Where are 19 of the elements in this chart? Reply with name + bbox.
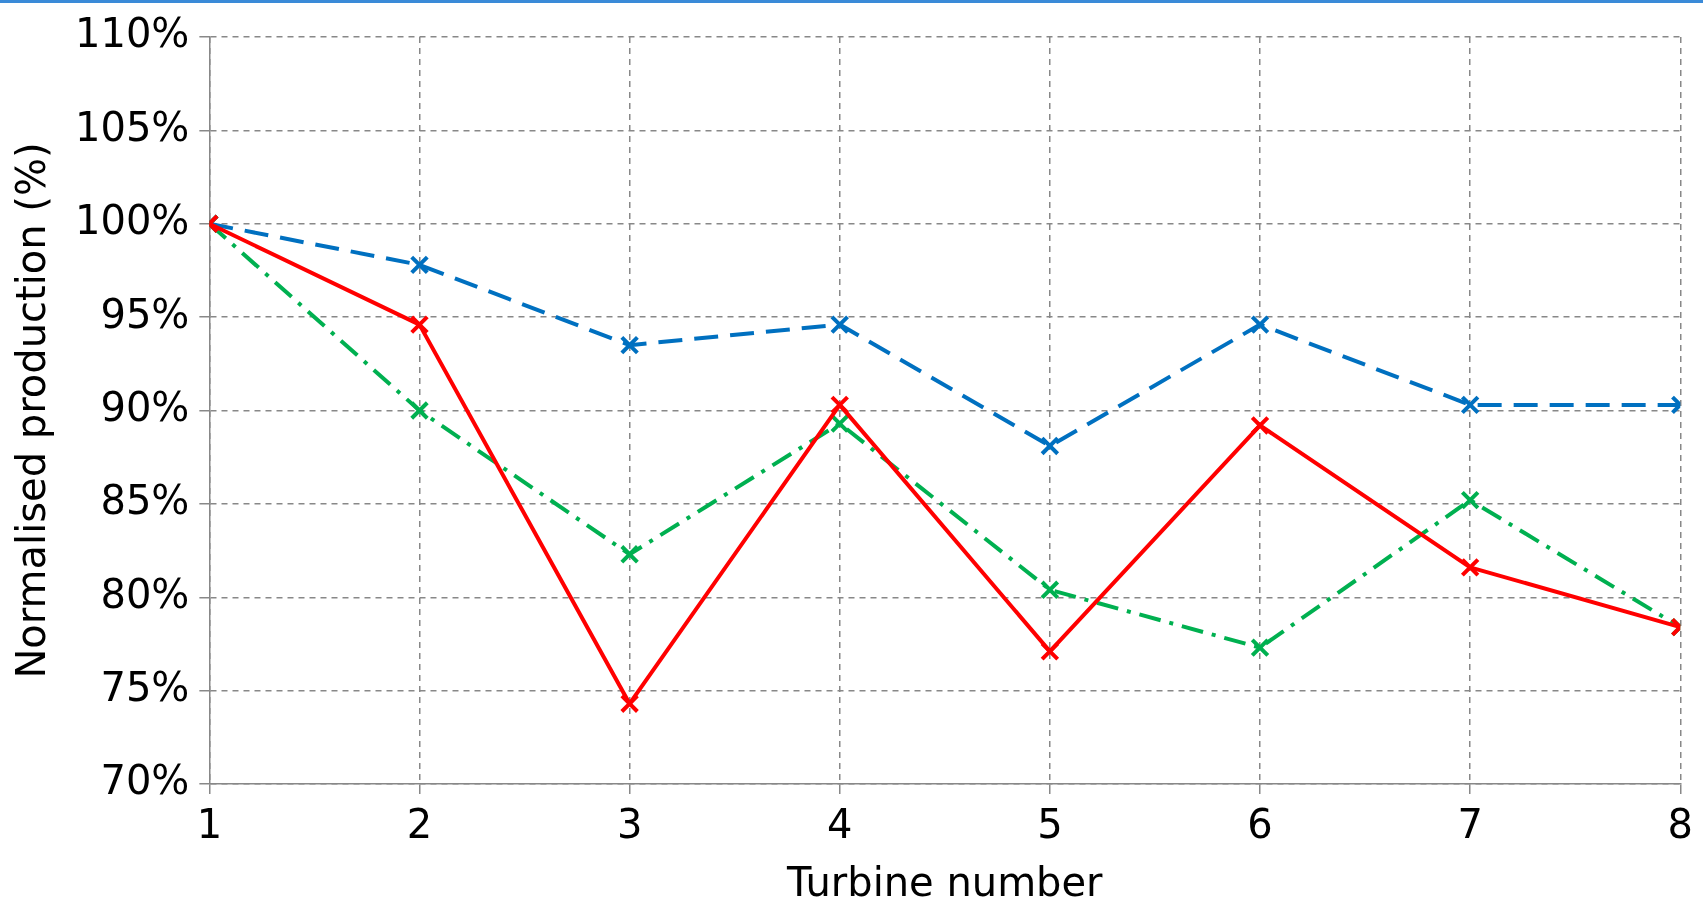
x-tick-label: 5 (1037, 801, 1063, 848)
x-tick-label: 1 (196, 801, 223, 848)
y-tick-label: 95% (100, 290, 190, 337)
x-tick-label: 6 (1247, 801, 1273, 848)
x-tick-label: 4 (827, 801, 853, 848)
x-tick-label: 2 (406, 801, 433, 848)
x-tick-label: 8 (1667, 801, 1693, 848)
y-tick-label: 105% (75, 103, 190, 150)
x-tick-label: 3 (616, 801, 643, 848)
y-tick-label: 80% (100, 570, 190, 617)
y-tick-label: 90% (100, 383, 190, 430)
y-tick-label: 85% (100, 477, 190, 524)
y-tick-label: 100% (75, 197, 190, 244)
y-tick-label: 70% (100, 757, 190, 804)
x-axis-title: Turbine number (786, 859, 1104, 906)
y-tick-label: 110% (75, 10, 190, 57)
y-tick-label: 75% (100, 664, 190, 711)
y-axis-title: Normalised production (%) (8, 142, 55, 679)
x-tick-label: 7 (1457, 801, 1483, 848)
